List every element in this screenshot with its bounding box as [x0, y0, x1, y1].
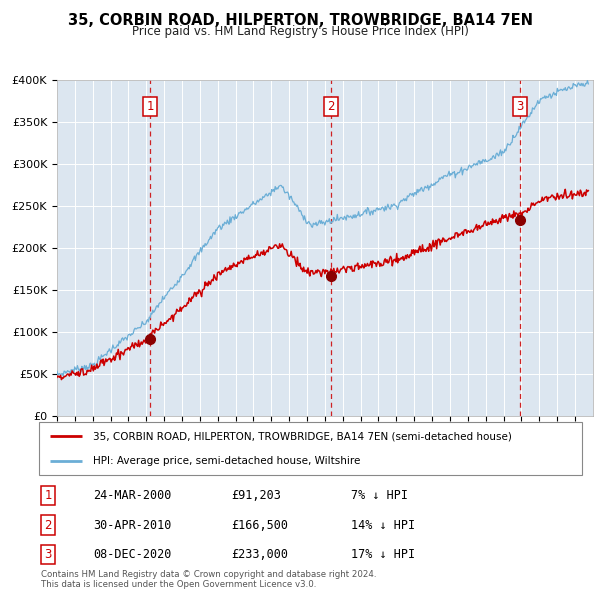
FancyBboxPatch shape: [39, 422, 582, 475]
Text: 35, CORBIN ROAD, HILPERTON, TROWBRIDGE, BA14 7EN (semi-detached house): 35, CORBIN ROAD, HILPERTON, TROWBRIDGE, …: [94, 431, 512, 441]
Text: 3: 3: [44, 548, 52, 561]
Text: £166,500: £166,500: [231, 519, 288, 532]
Text: 1: 1: [146, 100, 154, 113]
Text: Contains HM Land Registry data © Crown copyright and database right 2024.
This d: Contains HM Land Registry data © Crown c…: [41, 570, 376, 589]
Text: 17% ↓ HPI: 17% ↓ HPI: [351, 548, 415, 561]
Text: 1: 1: [44, 489, 52, 502]
Text: 2: 2: [327, 100, 335, 113]
Text: 08-DEC-2020: 08-DEC-2020: [93, 548, 172, 561]
Text: £233,000: £233,000: [231, 548, 288, 561]
Text: 35, CORBIN ROAD, HILPERTON, TROWBRIDGE, BA14 7EN: 35, CORBIN ROAD, HILPERTON, TROWBRIDGE, …: [67, 13, 533, 28]
Text: 2: 2: [44, 519, 52, 532]
Text: 30-APR-2010: 30-APR-2010: [93, 519, 172, 532]
Text: Price paid vs. HM Land Registry's House Price Index (HPI): Price paid vs. HM Land Registry's House …: [131, 25, 469, 38]
Text: HPI: Average price, semi-detached house, Wiltshire: HPI: Average price, semi-detached house,…: [94, 455, 361, 466]
Text: £91,203: £91,203: [231, 489, 281, 502]
Text: 3: 3: [517, 100, 524, 113]
Text: 7% ↓ HPI: 7% ↓ HPI: [351, 489, 408, 502]
Text: 24-MAR-2000: 24-MAR-2000: [93, 489, 172, 502]
Text: 14% ↓ HPI: 14% ↓ HPI: [351, 519, 415, 532]
